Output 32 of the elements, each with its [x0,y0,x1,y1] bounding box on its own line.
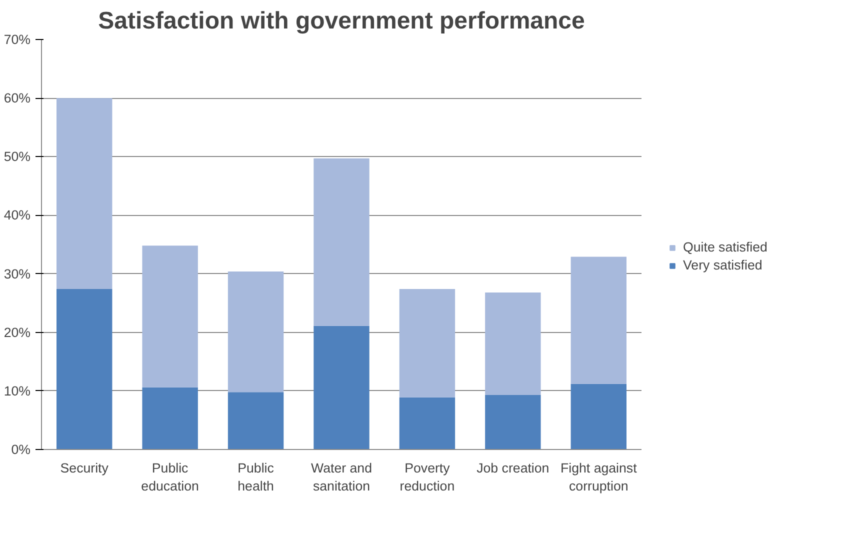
bar [399,289,456,398]
x-tick-label: Security [60,460,109,476]
x-tick-label: Poverty reduction [400,460,455,494]
bar [314,326,370,450]
y-tick-label: 10% [4,383,31,398]
x-tick-label: Job creation [476,460,550,476]
legend-label: Very satisfied [683,258,762,272]
bar [570,256,626,384]
bar [485,292,541,396]
bar [485,395,541,450]
bar [228,271,284,392]
bar [228,392,284,450]
y-tick-label: 20% [4,324,31,340]
x-tick-label: Public health [238,460,274,494]
x-tick-label: Fight against corruption [560,460,638,494]
bar [142,387,198,450]
y-tick-label: 60% [4,90,31,106]
bar [142,246,198,388]
x-tick-label: Water and sanitation [311,460,372,494]
y-tick-label: 0% [11,442,31,457]
x-tick-label: Public education [141,460,199,494]
y-tick-label: 50% [4,149,31,164]
y-tick-label: 70% [4,32,31,47]
bar [56,98,112,290]
y-tick-label: 30% [4,266,31,282]
bar [570,384,626,450]
bar [399,397,456,450]
y-tick-label: 40% [4,208,31,223]
chart-title: Satisfaction with government performance [98,8,585,34]
bar [314,158,370,326]
legend-label: Quite satisfied [683,240,768,254]
bar [56,289,112,450]
